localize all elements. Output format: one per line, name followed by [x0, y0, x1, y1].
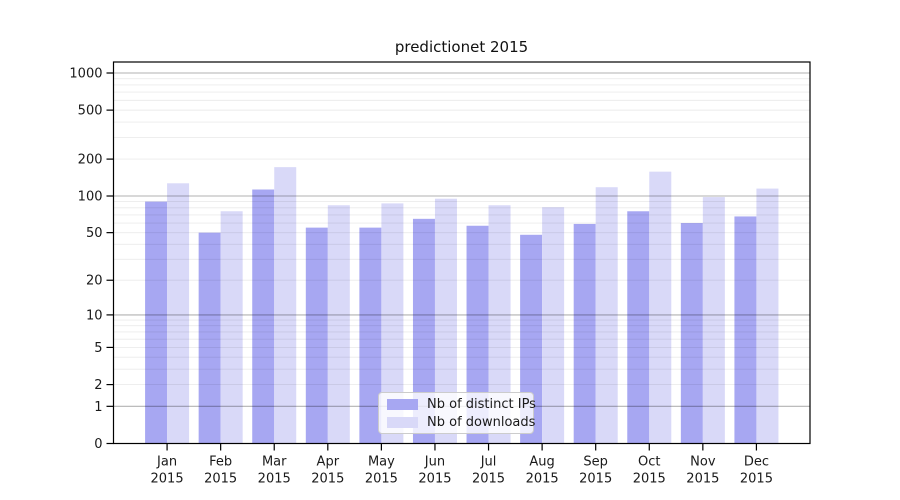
- legend-label-distinct-ips: Nb of distinct IPs: [427, 396, 536, 412]
- x-tick-label-month: Aug: [529, 455, 554, 470]
- legend: Nb of distinct IPs Nb of downloads: [378, 392, 536, 434]
- bar-ips-feb: [198, 232, 221, 444]
- x-tick-label-month: Oct: [638, 455, 660, 470]
- x-tick-label-month: Apr: [317, 455, 340, 470]
- plot-border: [112, 61, 811, 445]
- bar-ips-sep: [573, 223, 596, 444]
- x-tick-label-year: 2015: [204, 472, 237, 487]
- bar-downloads-apr: [327, 205, 350, 444]
- bar-ips-jan: [145, 201, 168, 444]
- bar-downloads-jul: [488, 205, 511, 444]
- x-tick-label-month: Dec: [744, 455, 769, 470]
- bar-downloads-aug: [542, 207, 565, 444]
- x-tick-label-month: Nov: [690, 455, 716, 470]
- bar-ips-jul: [466, 225, 489, 444]
- x-tick-label-year: 2015: [258, 472, 291, 487]
- x-tick-label-month: Sep: [583, 455, 608, 470]
- bar-downloads-jun: [434, 198, 457, 444]
- x-tick-label-year: 2015: [633, 472, 666, 487]
- x-tick-label-year: 2015: [579, 472, 612, 487]
- y-tick-label: 10: [86, 308, 103, 323]
- x-tick-label-year: 2015: [686, 472, 719, 487]
- x-tick-label-year: 2015: [365, 472, 398, 487]
- legend-label-downloads: Nb of downloads: [427, 414, 536, 430]
- bar-downloads-nov: [702, 197, 725, 444]
- x-tick-label-year: 2015: [151, 472, 184, 487]
- bar-ips-mar: [252, 189, 275, 444]
- bar-downloads-jan: [167, 183, 190, 444]
- bar-ips-dec: [734, 216, 757, 444]
- bar-ips-nov: [680, 223, 703, 444]
- x-tick-label-month: Jun: [424, 455, 445, 470]
- bar-downloads-oct: [649, 171, 672, 444]
- x-tick-label-year: 2015: [526, 472, 559, 487]
- bar-downloads-sep: [595, 187, 618, 444]
- legend-row-distinct-ips: Nb of distinct IPs: [379, 395, 536, 413]
- bar-ips-jun: [412, 218, 435, 444]
- bar-downloads-dec: [756, 188, 779, 444]
- y-tick-label: 0: [94, 437, 102, 452]
- legend-row-downloads: Nb of downloads: [379, 413, 536, 431]
- x-tick-label-year: 2015: [311, 472, 344, 487]
- x-tick-label-month: Mar: [262, 455, 287, 470]
- y-tick-label: 5: [94, 341, 102, 356]
- y-tick-label: 2: [94, 378, 102, 393]
- bar-ips-aug: [520, 234, 543, 444]
- x-tick-label-month: May: [368, 455, 395, 470]
- bar-ips-may: [359, 227, 382, 444]
- legend-swatch-downloads: [387, 416, 418, 428]
- x-tick-label-year: 2015: [740, 472, 773, 487]
- bar-downloads-mar: [274, 167, 297, 444]
- x-tick-label-month: Jan: [156, 455, 177, 470]
- y-tick-label: 200: [78, 153, 103, 168]
- x-tick-label-year: 2015: [472, 472, 505, 487]
- bar-downloads-may: [381, 203, 404, 444]
- y-tick-label: 1: [94, 400, 102, 415]
- bar-downloads-feb: [220, 211, 243, 444]
- y-tick-label: 20: [86, 274, 103, 289]
- legend-swatch-distinct-ips: [387, 398, 418, 410]
- chart-title: predictionet 2015: [394, 38, 529, 56]
- y-tick-label: 100: [78, 190, 103, 205]
- x-tick-label-month: Feb: [209, 455, 232, 470]
- bar-ips-apr: [305, 227, 328, 444]
- x-tick-label-year: 2015: [418, 472, 451, 487]
- y-tick-label: 1000: [69, 67, 102, 82]
- bar-ips-oct: [627, 211, 650, 444]
- y-tick-label: 500: [78, 104, 103, 119]
- y-tick-label: 50: [86, 226, 103, 241]
- x-tick-label-month: Jul: [480, 455, 497, 470]
